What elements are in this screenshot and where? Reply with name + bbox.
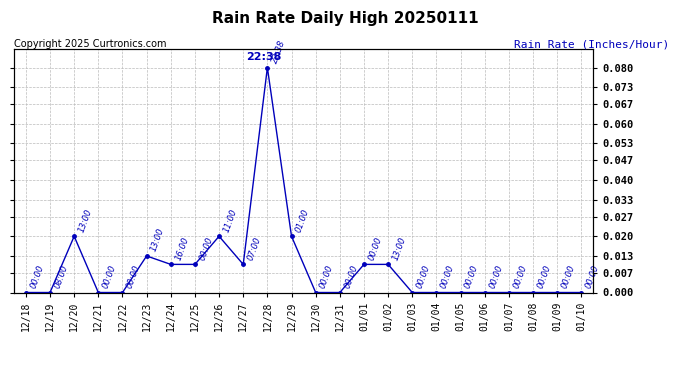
Text: 13:00: 13:00 xyxy=(150,227,166,253)
Text: 08:00: 08:00 xyxy=(53,264,70,290)
Text: 01:00: 01:00 xyxy=(295,207,311,234)
Text: Copyright 2025 Curtronics.com: Copyright 2025 Curtronics.com xyxy=(14,39,166,50)
Text: 13:00: 13:00 xyxy=(391,236,408,262)
Text: 00:00: 00:00 xyxy=(29,264,46,290)
Text: 00:00: 00:00 xyxy=(319,264,335,290)
Text: 00:00: 00:00 xyxy=(536,264,553,290)
Text: 00:00: 00:00 xyxy=(488,264,504,290)
Text: 00:00: 00:00 xyxy=(126,264,142,290)
Text: 00:00: 00:00 xyxy=(343,264,359,290)
Text: 22:38: 22:38 xyxy=(270,39,287,65)
Text: 00:00: 00:00 xyxy=(198,236,215,262)
Text: 11:00: 11:00 xyxy=(222,207,239,234)
Text: 22:38: 22:38 xyxy=(246,52,282,62)
Text: 00:00: 00:00 xyxy=(512,264,529,290)
Text: 07:00: 07:00 xyxy=(246,236,263,262)
Text: 00:00: 00:00 xyxy=(464,264,480,290)
Text: 13:00: 13:00 xyxy=(77,207,94,234)
Text: 00:00: 00:00 xyxy=(367,236,384,262)
Text: 00:00: 00:00 xyxy=(584,264,601,290)
Text: 00:00: 00:00 xyxy=(101,264,118,290)
Text: 16:00: 16:00 xyxy=(174,236,190,262)
Text: 00:00: 00:00 xyxy=(415,264,432,290)
Text: 00:00: 00:00 xyxy=(440,264,456,290)
Text: 00:00: 00:00 xyxy=(560,264,577,290)
Text: Rain Rate (Inches/Hour): Rain Rate (Inches/Hour) xyxy=(514,39,669,50)
Text: Rain Rate Daily High 20250111: Rain Rate Daily High 20250111 xyxy=(212,11,478,26)
